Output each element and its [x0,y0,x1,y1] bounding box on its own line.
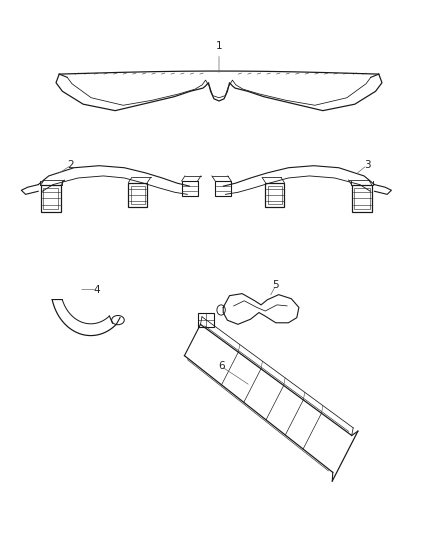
Text: 4: 4 [94,285,100,295]
Text: 6: 6 [218,361,224,372]
Text: 5: 5 [272,280,279,290]
Text: 2: 2 [68,160,74,170]
Text: 3: 3 [364,160,370,170]
Text: 1: 1 [215,41,223,51]
